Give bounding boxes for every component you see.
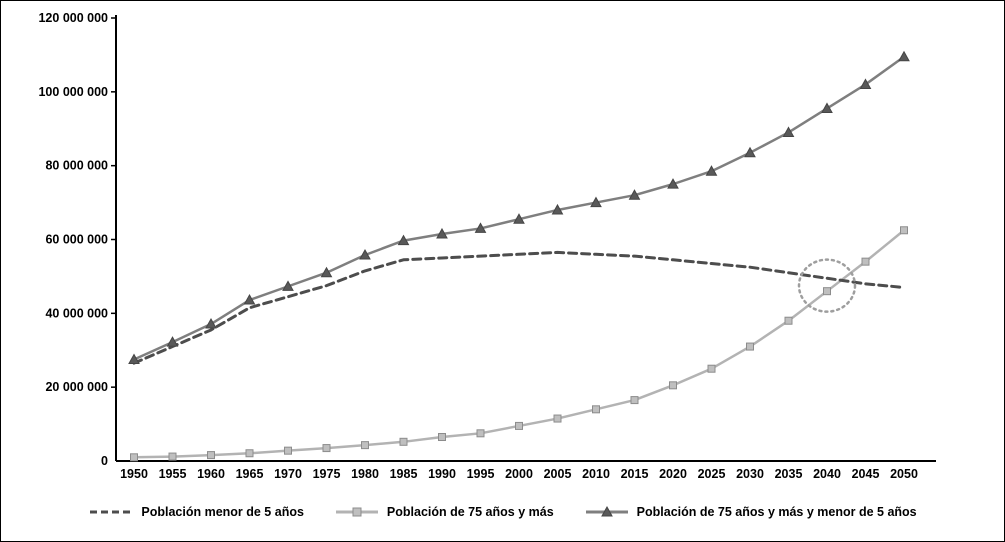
- data-point-triangle: [243, 294, 256, 305]
- data-point-square: [553, 414, 562, 423]
- data-point-square: [592, 405, 600, 414]
- x-tick-label: 2030: [736, 467, 764, 481]
- legend-item-poblacion-suma: Población de 75 años y más y menor de 5 …: [584, 504, 917, 520]
- y-tick-label: 40 000 000: [45, 306, 108, 320]
- triangle-marker-line-sample: [585, 505, 628, 517]
- data-point-square: [823, 287, 831, 296]
- legend-square-marker: [352, 507, 362, 517]
- y-tick-label: 60 000 000: [45, 233, 108, 247]
- x-tick-label: 2025: [698, 467, 726, 481]
- x-tick-label: 2010: [582, 467, 610, 481]
- y-tick-label: 100 000 000: [38, 85, 108, 99]
- x-tick-label: 1955: [159, 467, 187, 481]
- x-tick-label: 1975: [313, 467, 341, 481]
- data-point-triangle: [282, 280, 294, 291]
- data-point-square: [669, 381, 677, 390]
- square-marker-line-sample: [335, 507, 378, 517]
- data-point-square: [361, 441, 369, 450]
- data-point-triangle: [551, 203, 564, 215]
- x-tick-label: 2050: [890, 467, 918, 481]
- data-point-square: [515, 421, 523, 430]
- data-point-triangle: [205, 318, 217, 329]
- data-point-square: [245, 449, 254, 458]
- data-point-triangle: [359, 248, 371, 260]
- data-point-triangle: [898, 50, 910, 62]
- x-tick-label: 2035: [775, 467, 803, 481]
- data-point-square: [207, 451, 215, 460]
- data-point-triangle: [166, 336, 179, 347]
- data-point-triangle: [782, 126, 795, 137]
- data-point-square: [630, 396, 639, 405]
- data-point-square: [438, 433, 446, 442]
- x-tick-label: 1970: [274, 467, 302, 481]
- series-line-2: [132, 55, 906, 361]
- x-tick-label: 1965: [236, 467, 264, 481]
- chart-legend: Población menor de 5 años Población de 7…: [1, 489, 1004, 535]
- data-point-triangle: [397, 234, 410, 246]
- data-point-square: [707, 364, 716, 373]
- y-tick-label: 120 000 000: [38, 11, 108, 25]
- data-point-triangle: [744, 146, 756, 158]
- legend-label-poblacion-menor-5: Población menor de 5 años: [141, 505, 304, 519]
- data-point-triangle: [628, 189, 641, 200]
- dashed-line-sample: [90, 510, 133, 514]
- legend-item-poblacion-menor-5: Población menor de 5 años: [88, 504, 304, 520]
- data-point-triangle: [821, 102, 833, 113]
- population-line-chart: 0 20 000 000 40 000 000 60 000 000 80 000 00…: [38, 11, 936, 481]
- data-point-square: [322, 444, 331, 453]
- data-point-square: [784, 316, 793, 325]
- data-point-square: [900, 226, 908, 235]
- data-point-triangle: [590, 196, 602, 208]
- legend-triangle-marker: [600, 505, 613, 517]
- x-tick-label: 1980: [351, 467, 379, 481]
- x-tick-label: 2005: [544, 467, 572, 481]
- x-tick-label: 2000: [505, 467, 533, 481]
- legend-label-poblacion-75-mas: Población de 75 años y más: [386, 505, 554, 519]
- x-tick-label: 2040: [813, 467, 841, 481]
- crossing-highlight-circle: [797, 258, 857, 313]
- x-tick-label: 1990: [428, 467, 456, 481]
- data-point-square: [399, 437, 408, 446]
- data-point-triangle: [705, 165, 718, 176]
- data-point-triangle: [436, 227, 448, 239]
- x-tick-label: 1950: [120, 467, 148, 481]
- series-line-0: [132, 250, 906, 365]
- data-point-square: [861, 257, 870, 266]
- x-tick-label: 2015: [621, 467, 649, 481]
- x-tick-label: 2045: [852, 467, 880, 481]
- y-tick-label: 20 000 000: [45, 380, 108, 394]
- x-tick-label: 2020: [659, 467, 687, 481]
- data-point-square: [476, 429, 485, 438]
- y-tick-label: 80 000 000: [45, 159, 108, 173]
- legend-label-poblacion-suma: Población de 75 años y más y menor de 5 …: [636, 505, 917, 519]
- data-point-square: [168, 452, 177, 461]
- data-point-triangle: [667, 178, 679, 189]
- data-point-triangle: [513, 213, 525, 224]
- data-point-triangle: [474, 222, 487, 233]
- data-point-triangle: [859, 78, 872, 89]
- data-point-triangle: [128, 353, 140, 364]
- legend-item-poblacion-75-mas: Población de 75 años y más: [334, 504, 554, 520]
- data-point-triangle: [320, 266, 333, 278]
- data-point-square: [130, 453, 138, 462]
- x-tick-label: 1985: [390, 467, 418, 481]
- x-tick-label: 1995: [467, 467, 495, 481]
- data-point-square: [284, 446, 292, 455]
- data-point-square: [746, 342, 754, 351]
- x-tick-label: 1960: [197, 467, 225, 481]
- y-tick-label: 0: [101, 454, 108, 468]
